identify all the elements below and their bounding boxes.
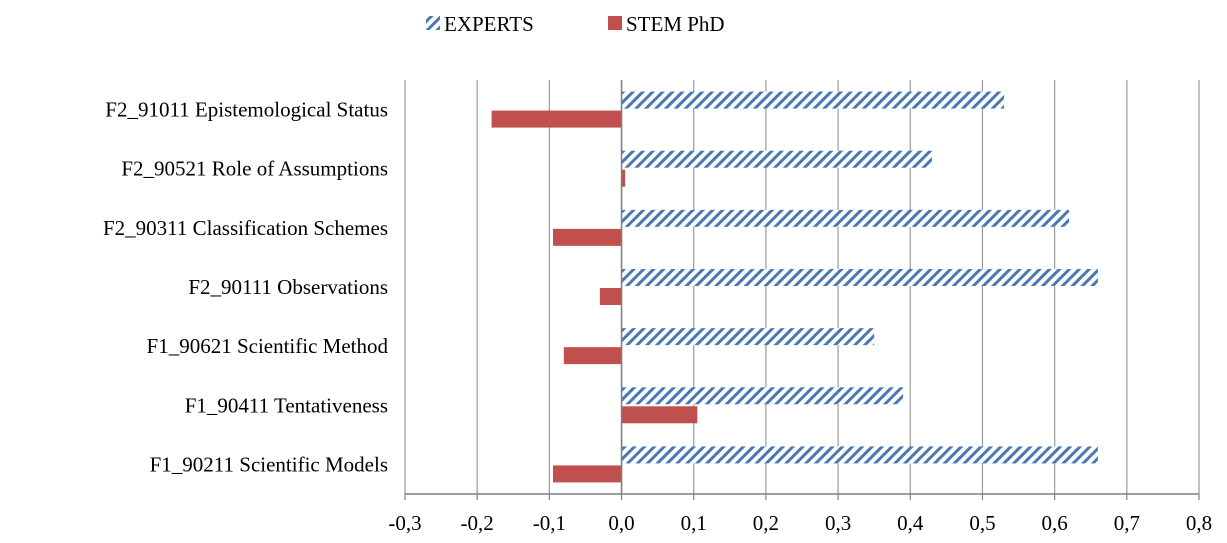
bar-stem-phd — [492, 111, 622, 128]
bar-stem-phd — [600, 288, 622, 305]
category-label: F2_90521 Role of Assumptions — [121, 157, 388, 181]
x-tick-label: 0,0 — [608, 511, 634, 535]
category-label: F2_90111 Observations — [188, 275, 388, 299]
category-label: F2_90311 Classification Schemes — [103, 216, 388, 240]
bar-experts — [622, 210, 1070, 227]
legend-swatch-stem-phd — [608, 16, 622, 30]
bar-stem-phd — [622, 406, 698, 423]
bar-experts — [622, 151, 932, 168]
x-tick-label: 0,8 — [1186, 511, 1212, 535]
x-tick-label: 0,2 — [753, 511, 779, 535]
x-tick-label: -0,3 — [388, 511, 421, 535]
category-labels: F2_91011 Epistemological Status F2_90521 … — [103, 98, 389, 477]
x-tick-label: 0,6 — [1042, 511, 1068, 535]
bar-experts — [622, 269, 1098, 286]
category-label: F2_91011 Epistemological Status — [105, 98, 388, 122]
x-tick-label: 0,4 — [897, 511, 924, 535]
bar-experts — [622, 328, 875, 345]
grid-lines — [405, 80, 1199, 494]
bar-stem-phd — [553, 465, 622, 482]
x-tick-label: 0,1 — [681, 511, 707, 535]
bar-stem-phd — [553, 229, 622, 246]
bar-experts — [622, 387, 904, 404]
axes — [405, 80, 1199, 500]
bar-experts — [622, 92, 1005, 109]
legend-swatch-experts — [426, 16, 440, 30]
bar-experts — [622, 446, 1098, 463]
x-tick-label: -0,1 — [533, 511, 566, 535]
tick-labels: -0,3 -0,2 -0,1 0,0 0,1 0,2 0,3 0,4 0,5 0,6 0,7 0,8 — [388, 511, 1212, 535]
bars — [492, 92, 1098, 483]
x-tick-label: 0,5 — [969, 511, 995, 535]
legend-label-stem-phd: STEM PhD — [626, 12, 725, 36]
bar-stem-phd — [564, 347, 622, 364]
x-tick-label: 0,3 — [825, 511, 851, 535]
x-tick-label: -0,2 — [461, 511, 494, 535]
legend: EXPERTS STEM PhD — [426, 12, 725, 36]
category-label: F1_90411 Tentativeness — [185, 393, 388, 417]
legend-label-experts: EXPERTS — [444, 12, 534, 36]
x-tick-label: 0,7 — [1114, 511, 1140, 535]
category-label: F1_90621 Scientific Method — [147, 334, 389, 358]
category-label: F1_90211 Scientific Models — [150, 452, 388, 476]
